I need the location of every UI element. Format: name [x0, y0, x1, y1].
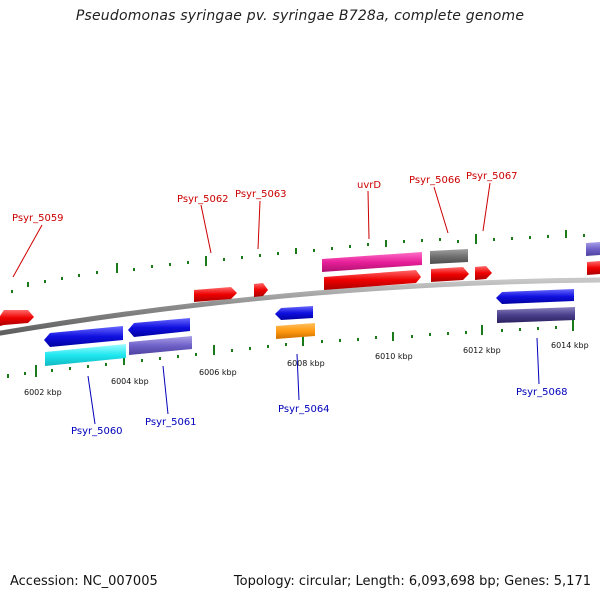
gene-uvrd-arrow[interactable]	[324, 270, 421, 290]
leader-psyr-5068	[536, 337, 540, 385]
gene-psyr-5068-arrow[interactable]	[496, 289, 574, 304]
lower-tick-track	[7, 320, 574, 378]
edge-feature-red[interactable]	[587, 261, 600, 275]
gene-psyr-5068-lower-bar[interactable]	[497, 307, 575, 323]
leader-psyr-5060	[87, 375, 96, 425]
gene-psyr-5060-arrow[interactable]	[44, 326, 123, 347]
tick-label-6002: 6002 kbp	[24, 388, 62, 397]
map-title: Pseudomonas syringae pv. syringae B728a,…	[75, 8, 525, 24]
gene-label-psyr-5059[interactable]: Psyr_5059	[12, 213, 64, 224]
gene-label-psyr-5067[interactable]: Psyr_5067	[466, 171, 518, 182]
tick-label-6014: 6014 kbp	[551, 341, 589, 350]
leader-psyr-5061	[162, 365, 169, 415]
gene-label-uvrd[interactable]: uvrD	[357, 180, 381, 191]
gene-psyr-5062-arrow[interactable]	[194, 287, 237, 302]
gene-psyr-5066-arrow[interactable]	[431, 267, 469, 282]
leader-psyr-5063	[257, 200, 261, 250]
leader-psyr-5067	[482, 182, 491, 232]
leader-psyr-5064	[296, 353, 300, 401]
leader-psyr-5066	[433, 186, 449, 234]
gene-label-psyr-5063[interactable]: Psyr_5063	[235, 189, 287, 200]
gene-label-psyr-5064[interactable]: Psyr_5064	[278, 404, 330, 415]
tick-label-6010: 6010 kbp	[375, 352, 413, 361]
leader-uvrd	[367, 190, 370, 240]
gene-psyr-5060-lower-bar[interactable]	[45, 344, 126, 366]
tick-label-6006: 6006 kbp	[199, 368, 237, 377]
forward-features	[0, 242, 600, 326]
gene-psyr-5067-arrow[interactable]	[475, 266, 492, 280]
tick-label-6012: 6012 kbp	[463, 346, 501, 355]
genome-summary-text: Topology: circular; Length: 6,093,698 bp…	[233, 574, 591, 589]
gene-psyr-5061-arrow[interactable]	[128, 318, 190, 337]
gene-psyr-5059-arrow[interactable]	[0, 310, 34, 326]
gene-psyr-5066-upper-bar[interactable]	[430, 249, 468, 264]
gene-psyr-5063-arrow[interactable]	[254, 283, 268, 297]
gene-psyr-5061-lower-bar[interactable]	[129, 336, 192, 355]
tick-label-6008: 6008 kbp	[287, 359, 325, 368]
chromosome-backbone	[0, 277, 600, 336]
gene-label-psyr-5062[interactable]: Psyr_5062	[177, 194, 229, 205]
reverse-features	[44, 289, 575, 366]
gene-label-psyr-5066[interactable]: Psyr_5066	[409, 175, 461, 186]
edge-feature-slate[interactable]	[586, 242, 600, 256]
gene-uvrd-upper-arrow[interactable]	[322, 252, 422, 272]
accession-text: Accession: NC_007005	[10, 574, 158, 589]
leader-psyr-5059	[12, 224, 43, 278]
leader-psyr-5062	[200, 204, 212, 254]
gene-psyr-5064-lower-bar[interactable]	[276, 323, 315, 339]
gene-label-psyr-5068[interactable]: Psyr_5068	[516, 387, 568, 398]
upper-tick-track	[11, 230, 585, 293]
gene-label-psyr-5060[interactable]: Psyr_5060	[71, 426, 123, 437]
gene-label-psyr-5061[interactable]: Psyr_5061	[145, 417, 197, 428]
tick-label-6004: 6004 kbp	[111, 377, 149, 386]
gene-psyr-5064-arrow[interactable]	[275, 306, 313, 320]
label-leader-lines	[12, 182, 540, 425]
